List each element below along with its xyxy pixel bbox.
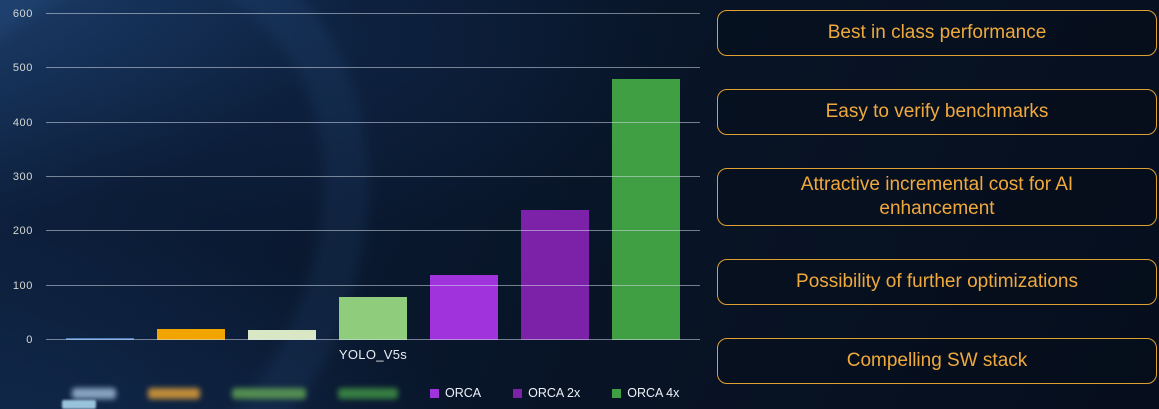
bars <box>46 14 700 340</box>
gridline <box>46 67 700 69</box>
gridline <box>46 121 700 123</box>
bar-redacted <box>247 330 316 340</box>
bar-redacted <box>156 329 225 340</box>
key-point-attractive-incremental-cost: Attractive incremental cost for AI enhan… <box>717 168 1157 226</box>
legend-item-redacted <box>338 387 398 399</box>
y-axis-tick-label: 600 <box>12 8 33 20</box>
y-axis-tick-label: 0 <box>26 334 33 346</box>
redacted-legend-label <box>338 387 398 399</box>
bar-orca-4x <box>612 79 681 340</box>
legend-swatch <box>430 388 439 398</box>
gridline <box>46 230 700 232</box>
legend-label: ORCA <box>445 386 482 400</box>
bar-orca <box>430 274 499 340</box>
y-axis-tick-label: 100 <box>12 279 33 292</box>
legend-swatch <box>513 388 523 398</box>
legend-label: ORCA 2x <box>528 386 581 400</box>
y-axis-tick-label: 300 <box>12 171 33 183</box>
legend-item-orca-2x: ORCA 2x <box>513 386 580 400</box>
redacted-legend-label <box>232 387 306 399</box>
gridline <box>46 13 700 14</box>
y-axis-tick-label: 500 <box>12 62 33 75</box>
redacted-legend-label <box>72 387 116 399</box>
bar-orca-2x <box>521 209 590 340</box>
legend-item-redacted <box>232 387 306 399</box>
legend-item-redacted <box>148 387 200 399</box>
plot-area: 0 100 200 300 400 500 600 <box>13 8 700 346</box>
legend: ORCA ORCA 2x ORCA 4x <box>72 386 679 400</box>
gridline <box>46 284 700 286</box>
legend-item-orca: ORCA <box>430 386 481 400</box>
key-point-easy-to-verify-benchmarks: Easy to verify benchmarks <box>717 89 1157 135</box>
gridline <box>46 339 700 340</box>
key-point-further-optimizations: Possibility of further optimizations <box>717 258 1157 305</box>
redacted-legend-label <box>148 387 200 399</box>
legend-label: ORCA 4x <box>627 386 680 400</box>
bar-redacted <box>65 337 134 340</box>
gridline <box>46 176 700 177</box>
y-axis-tick-label: 400 <box>12 116 33 129</box>
x-axis-category-label: YOLO_V5s <box>338 347 408 362</box>
key-point-compelling-sw-stack: Compelling SW stack <box>717 337 1157 384</box>
key-point-best-in-class-performance: Best in class performance <box>717 10 1157 56</box>
legend-item-orca-4x: ORCA 4x <box>612 386 679 400</box>
bar-redacted <box>338 296 407 340</box>
key-points-panel: Best in class performance Easy to verify… <box>717 0 1157 409</box>
benchmark-bar-chart: 0 100 200 300 400 500 600 YOLO_V5s ORCA ORCA 2x… <box>13 8 700 409</box>
y-axis-tick-label: 200 <box>12 225 33 238</box>
bottom-left-highlight <box>62 400 96 409</box>
legend-swatch <box>612 388 622 398</box>
legend-item-redacted <box>72 387 116 399</box>
